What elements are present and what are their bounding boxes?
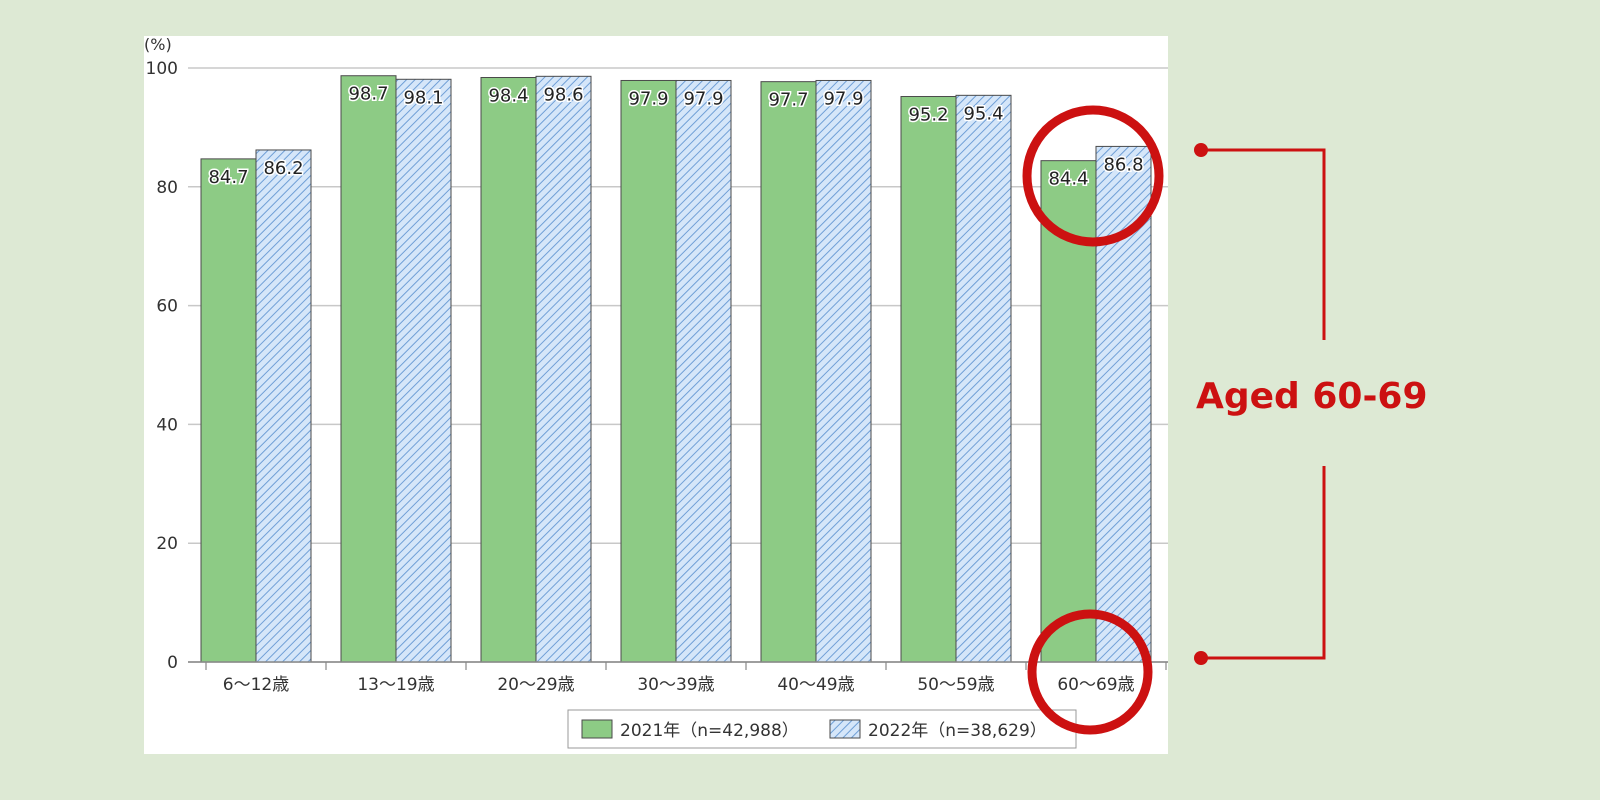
y-tick-label: 100 [146, 59, 178, 79]
x-category-label: 30～39歳 [637, 675, 714, 695]
bar-value-label: 95.4 [963, 103, 1003, 124]
bar-value-label: 86.2 [263, 158, 303, 179]
bar-series1 [200, 158, 257, 663]
bar-series1 [760, 81, 817, 663]
y-tick-label: 40 [156, 415, 178, 435]
x-category-label: 6～12歳 [223, 675, 289, 695]
bar-value-label: 97.9 [823, 88, 863, 109]
chart-panel: 84.7 86.2 98.7 98.1 98.4 98.6 97.9 97.9 97.7 97.9… [144, 36, 1168, 754]
bar-value-label: 97.7 [768, 90, 808, 111]
bar-series1 [1040, 160, 1097, 663]
legend-swatch [829, 719, 861, 739]
y-tick-label: 80 [156, 178, 178, 198]
bar-value-label: 84.4 [1048, 169, 1088, 190]
x-category-label: 50～59歳 [917, 675, 994, 695]
legend-entry-label: 2021年（n=42,988） [620, 721, 799, 741]
bar-value-label: 98.6 [543, 84, 583, 105]
x-category-label: 40～49歳 [777, 675, 854, 695]
bar-series2 [535, 75, 592, 663]
bracket-line-top [1201, 148, 1326, 340]
legend-swatch [581, 719, 613, 739]
x-category-label: 13～19歳 [357, 675, 434, 695]
bar-chart: 84.7 86.2 98.7 98.1 98.4 98.6 97.9 97.9 97.7 97.9… [144, 36, 1168, 749]
bar-value-label: 98.7 [348, 84, 388, 105]
legend-box [567, 709, 1077, 749]
y-tick-label: 20 [156, 534, 178, 554]
bar-series1 [480, 77, 537, 663]
bar-value-label: 98.4 [488, 86, 528, 107]
bar-series2 [815, 79, 872, 663]
y-unit-label: (%) [144, 36, 172, 54]
y-tick-label: 0 [167, 653, 178, 673]
legend-entry-label: 2022年（n=38,629） [868, 721, 1047, 741]
bar-series1 [340, 75, 397, 663]
bar-value-label: 98.1 [403, 87, 443, 108]
bracket-dot-top [1194, 143, 1208, 157]
bar-series2 [1095, 145, 1152, 663]
bar-series2 [255, 149, 312, 663]
bracket-dot-bottom [1194, 651, 1208, 665]
annotation-label: Aged 60-69 [1196, 376, 1428, 417]
bar-series1 [620, 79, 677, 663]
x-category-label: 60～69歳 [1057, 675, 1134, 695]
bar-value-label: 97.9 [683, 88, 723, 109]
bar-series2 [955, 94, 1012, 663]
bar-series2 [675, 79, 732, 663]
bar-value-label: 97.9 [628, 88, 668, 109]
bar-series1 [900, 96, 957, 663]
bar-value-label: 95.2 [908, 105, 948, 126]
bar-value-label: 86.8 [1103, 154, 1143, 175]
bracket-line-bottom [1201, 466, 1326, 660]
bar-series2 [395, 78, 452, 663]
bar-value-label: 84.7 [208, 167, 248, 188]
y-tick-label: 60 [156, 297, 178, 317]
x-category-label: 20～29歳 [497, 675, 574, 695]
